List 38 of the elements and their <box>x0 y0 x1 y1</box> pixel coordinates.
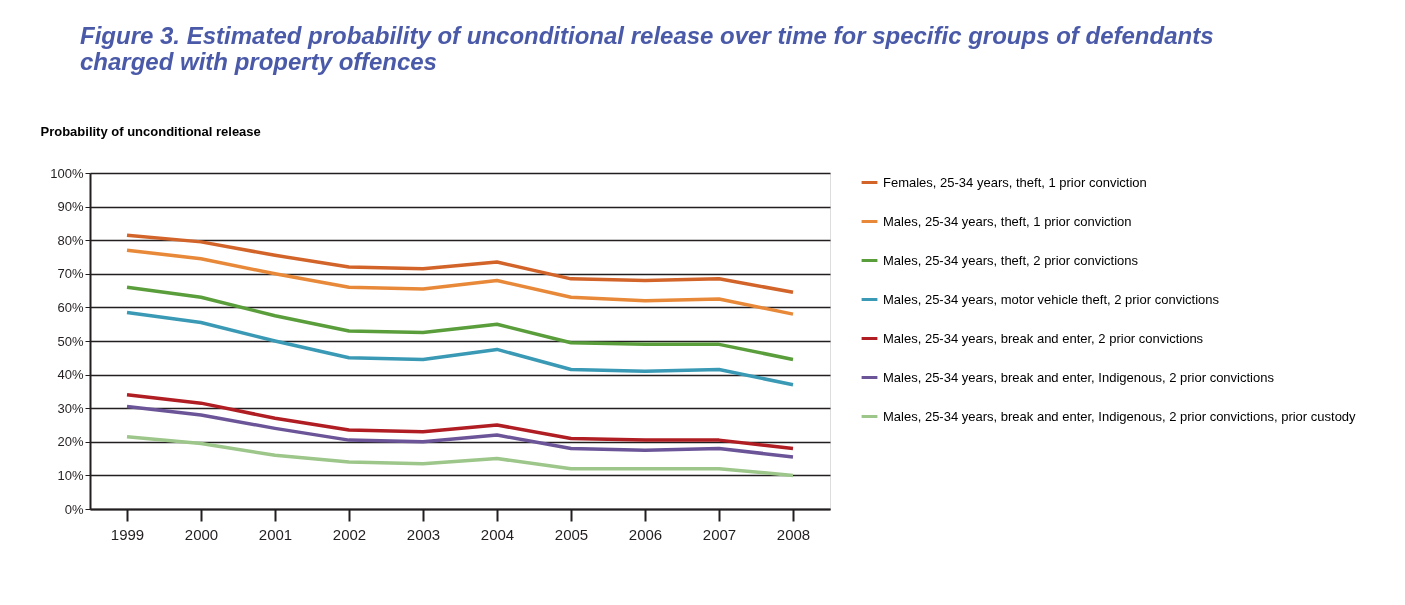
legend-label: Males, 25-34 years, theft, 1 prior conviction <box>883 213 1132 229</box>
y-tick-label: 0% <box>64 501 84 517</box>
legend-label: Males, 25-34 years, motor vehicle theft, 2 prior convictions <box>883 291 1220 307</box>
y-tick-label: 20% <box>57 434 84 450</box>
y-axis-title: Probability of unconditional release <box>40 123 261 139</box>
line-series <box>125 233 795 295</box>
legend-label: Males, 25-34 years, break and enter, 2 prior convictions <box>883 330 1204 346</box>
x-tick-label: 2007 <box>702 525 737 543</box>
line-series <box>125 393 795 451</box>
line-series <box>125 310 795 387</box>
legend-label: Males, 25-34 years, break and enter, Indigenous, 2 prior convictions <box>883 369 1275 385</box>
y-tick-label: 60% <box>57 299 84 315</box>
x-tick-label: 2006 <box>628 525 663 543</box>
y-tick-label: 40% <box>57 367 84 383</box>
y-tick-label: 50% <box>57 333 84 349</box>
line-series <box>125 285 795 362</box>
y-tick-label: 10% <box>57 467 84 483</box>
x-tick-label: 2003 <box>406 525 441 543</box>
x-tick-label: 2001 <box>258 525 293 543</box>
legend-label: Males, 25-34 years, theft, 2 prior convictions <box>883 252 1139 268</box>
x-tick-label: 2008 <box>776 525 811 543</box>
y-tick-label: 70% <box>57 266 84 282</box>
y-tick-label: 90% <box>57 199 84 215</box>
line-series <box>125 404 795 459</box>
text: charged with property offences <box>80 48 437 75</box>
legend-label: Males, 25-34 years, break and enter, Indigenous, 2 prior convictions, prior custody <box>883 408 1357 424</box>
x-tick-label: 2005 <box>554 525 589 543</box>
x-tick-label: 2000 <box>184 525 219 543</box>
y-tick-label: 80% <box>57 232 84 248</box>
y-tick-label: 30% <box>57 400 84 416</box>
legend-label: Females, 25-34 years, theft, 1 prior conviction <box>883 174 1147 190</box>
x-tick-label: 1999 <box>110 525 145 543</box>
y-tick-label: 100% <box>50 165 84 181</box>
line-series <box>125 248 795 316</box>
x-tick-label: 2004 <box>480 525 515 543</box>
x-tick-label: 2002 <box>332 525 367 543</box>
line-series <box>125 435 795 478</box>
text: Figure 3. Estimated probability of unconditional release over time for specific groups of defendants <box>80 22 1214 49</box>
